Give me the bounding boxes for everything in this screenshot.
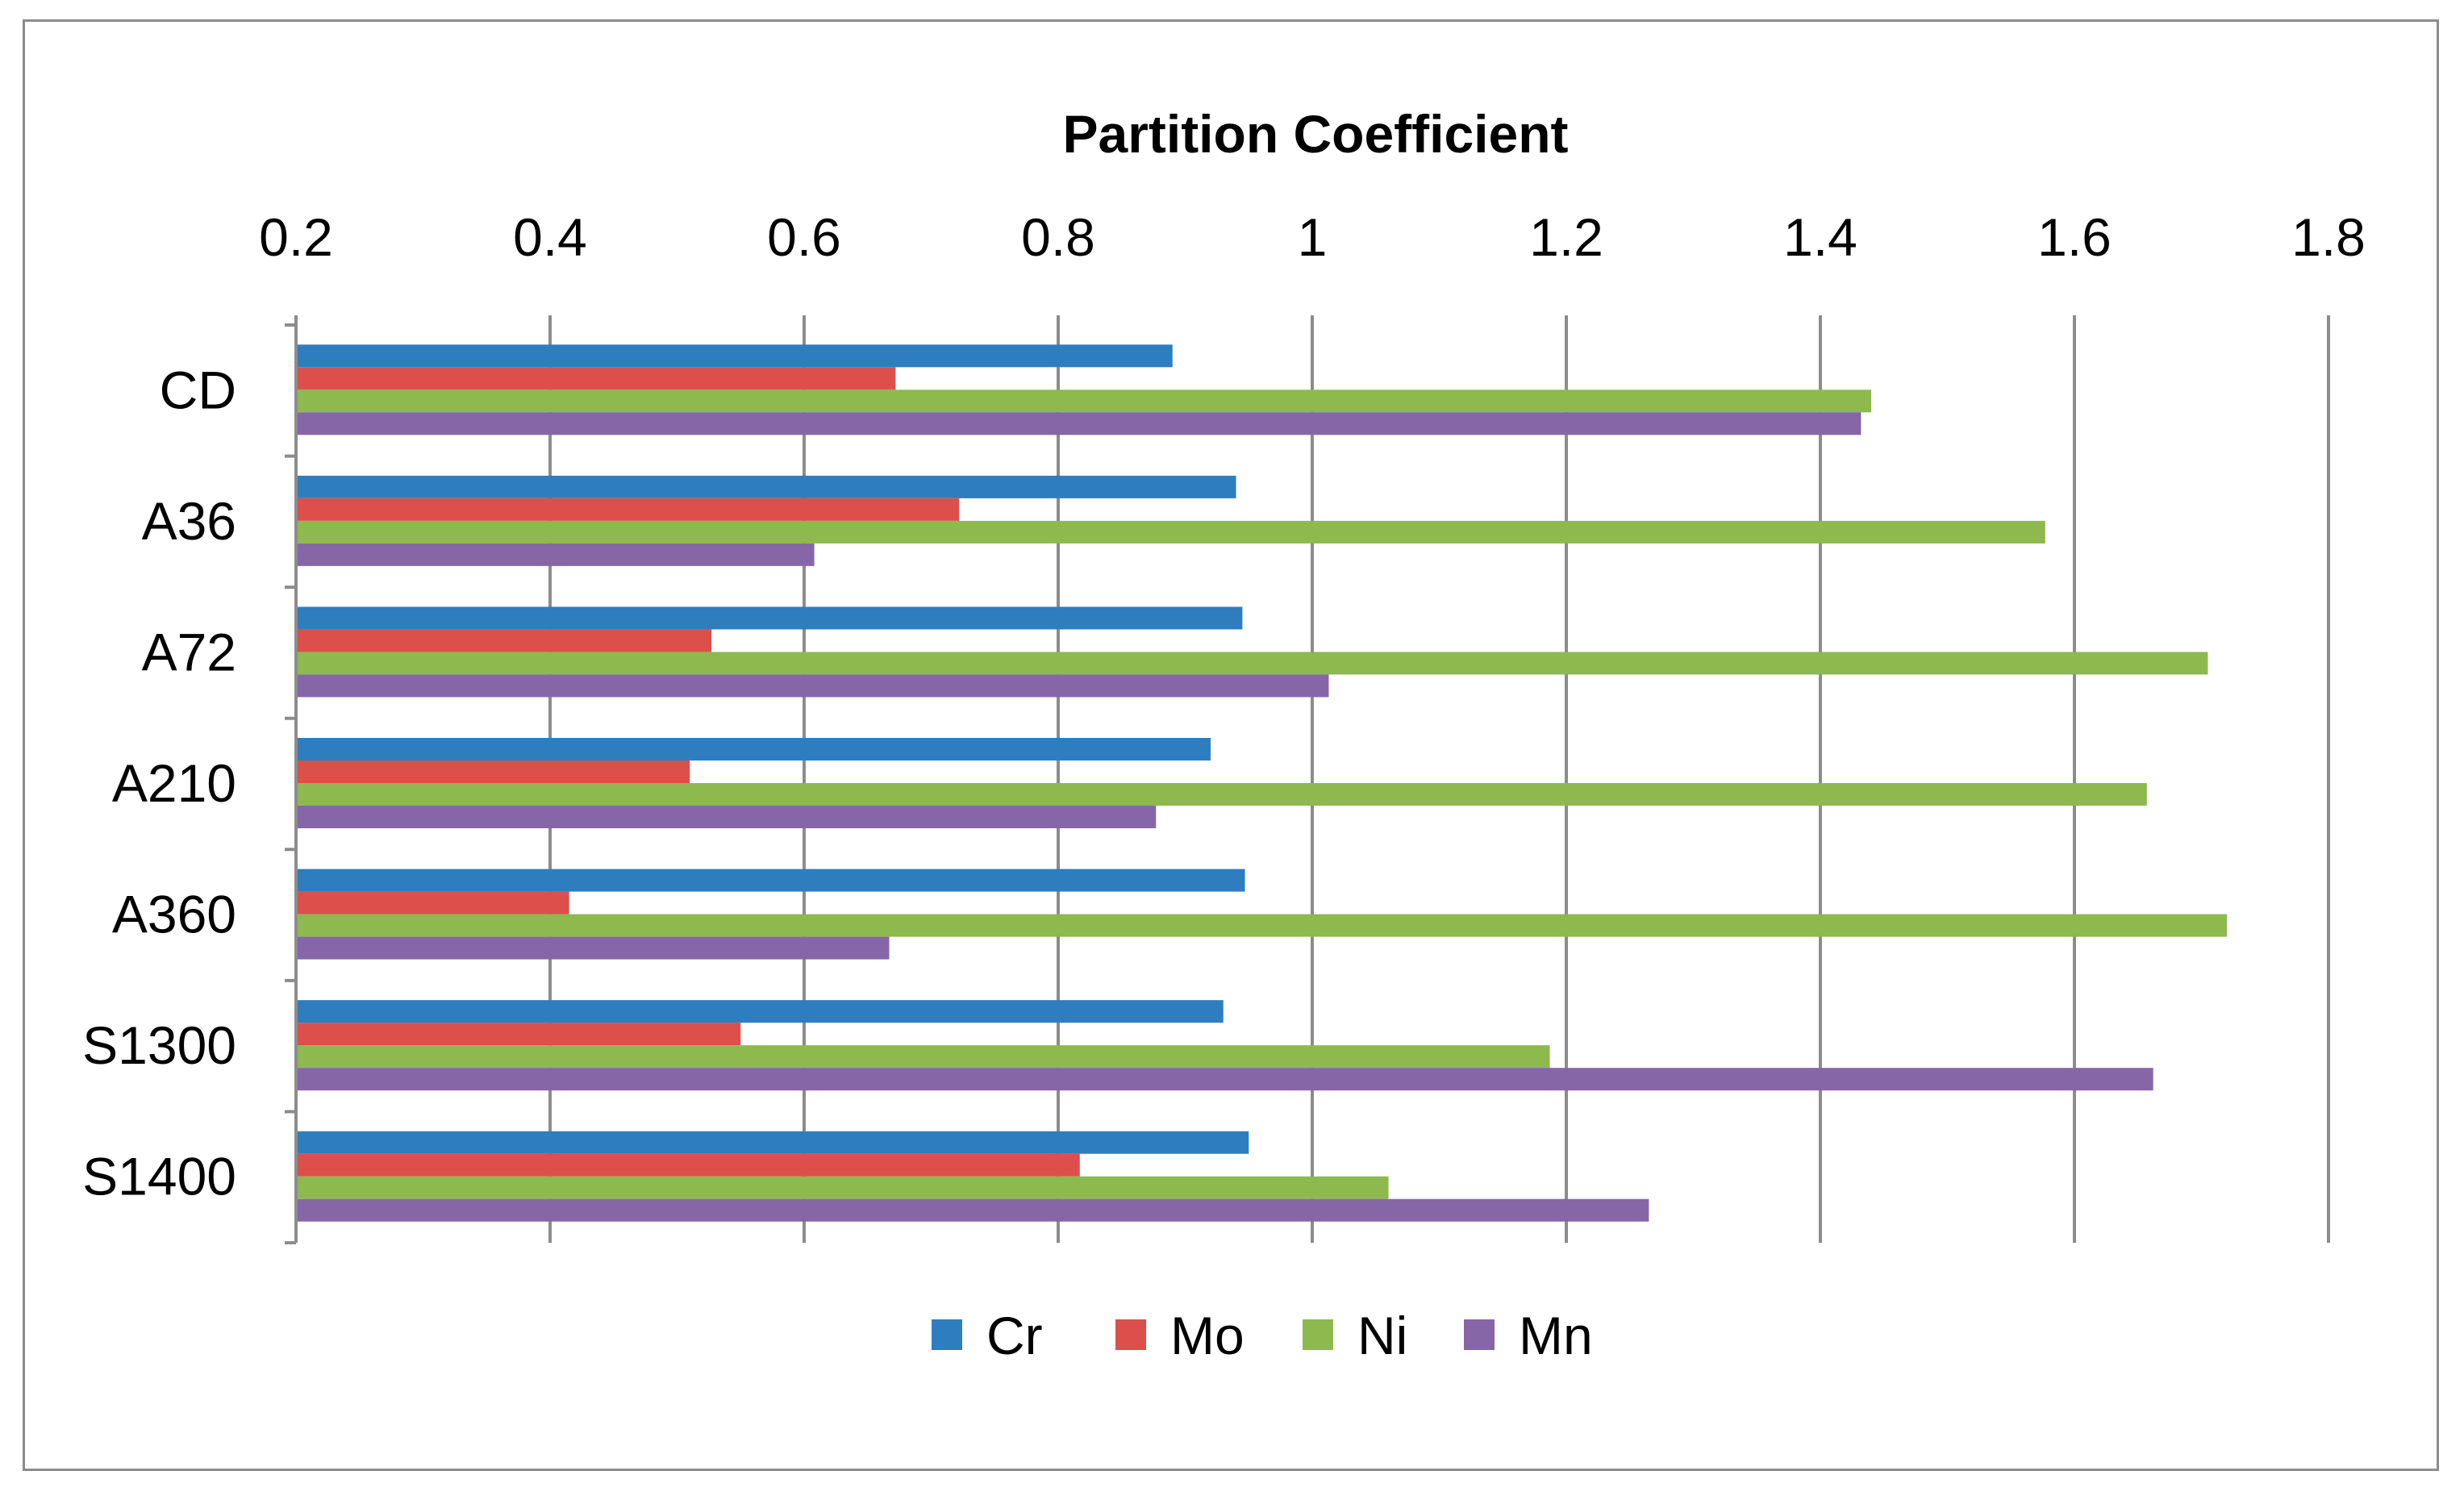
- category-label: A210: [112, 753, 236, 813]
- legend-label-Mo: Mo: [1170, 1306, 1245, 1365]
- x-tick-label: 1.6: [2037, 207, 2112, 267]
- category-label: A360: [112, 885, 236, 944]
- bar-CD-Ni: [296, 390, 1871, 413]
- bar-CD-Cr: [296, 344, 1173, 368]
- legend-label-Mn: Mn: [1519, 1306, 1593, 1365]
- bar-A36-Cr: [296, 475, 1236, 498]
- bar-CD-Mn: [296, 412, 1862, 435]
- bar-A72-Mn: [296, 674, 1329, 698]
- legend-label-Ni: Ni: [1357, 1306, 1407, 1365]
- category-label: A36: [142, 491, 236, 551]
- bar-S1400-Mo: [296, 1153, 1080, 1177]
- bar-A36-Mn: [296, 543, 815, 566]
- legend: Cr Mo Ni Mn: [932, 1306, 1593, 1365]
- bar-A360-Mo: [296, 891, 569, 915]
- chart-title: Partition Coefficient: [1062, 104, 1568, 164]
- bar-A36-Ni: [296, 520, 2045, 544]
- bar-S1300-Ni: [296, 1045, 1550, 1069]
- category-label: S1300: [82, 1015, 236, 1075]
- x-tick-label: 1.8: [2291, 207, 2366, 267]
- bar-A72-Mo: [296, 629, 712, 652]
- bar-A210-Ni: [296, 783, 2147, 806]
- bar-A360-Ni: [296, 914, 2227, 937]
- legend-swatch-Ni: [1303, 1319, 1333, 1350]
- legend-label-Cr: Cr: [986, 1306, 1043, 1365]
- category-label: A72: [142, 622, 236, 681]
- x-tick-label: 1.4: [1783, 207, 1857, 267]
- bar-A210-Mn: [296, 806, 1157, 828]
- x-tick-label: 0.4: [513, 207, 587, 267]
- x-tick-label: 1: [1298, 207, 1328, 267]
- bar-A360-Mn: [296, 936, 890, 960]
- bar-A72-Ni: [296, 652, 2208, 675]
- bar-S1400-Ni: [296, 1176, 1389, 1199]
- x-tick-labels: 0.2 0.4 0.6 0.8 1 1.2 1.4 1.6 1.8: [259, 207, 2366, 267]
- legend-swatch-Mo: [1115, 1319, 1146, 1350]
- legend-swatch-Mn: [1464, 1319, 1495, 1350]
- x-tick-label: 1.2: [1529, 207, 1603, 267]
- category-labels: CD A36 A72 A210 A360 S1300 S1400: [82, 360, 236, 1206]
- category-label: S1400: [82, 1147, 236, 1206]
- category-label: CD: [160, 360, 236, 419]
- bar-S1300-Mo: [296, 1023, 741, 1046]
- legend-swatch-Cr: [932, 1319, 962, 1350]
- bar-A360-Cr: [296, 869, 1245, 892]
- bars: [296, 344, 2227, 1222]
- bar-S1300-Mn: [296, 1068, 2153, 1091]
- bar-S1400-Mn: [296, 1198, 1649, 1222]
- x-tick-label: 0.6: [767, 207, 841, 267]
- bar-CD-Mo: [296, 367, 896, 390]
- chart-svg: Partition Coefficient 0.2 0.4 0.6 0.8 1 1.2 1.…: [82, 104, 2366, 1365]
- bar-A210-Mo: [296, 761, 690, 783]
- category-axis: [285, 323, 298, 1244]
- x-tick-label: 0.8: [1021, 207, 1095, 267]
- bar-A210-Cr: [296, 738, 1211, 761]
- chart-frame: Partition Coefficient 0.2 0.4 0.6 0.8 1 1.2 1.…: [23, 19, 2439, 1471]
- bar-A36-Mo: [296, 498, 960, 521]
- bar-S1300-Cr: [296, 1000, 1224, 1023]
- bar-A72-Cr: [296, 606, 1243, 630]
- x-tick-label: 0.2: [259, 207, 333, 267]
- bar-S1400-Cr: [296, 1131, 1249, 1154]
